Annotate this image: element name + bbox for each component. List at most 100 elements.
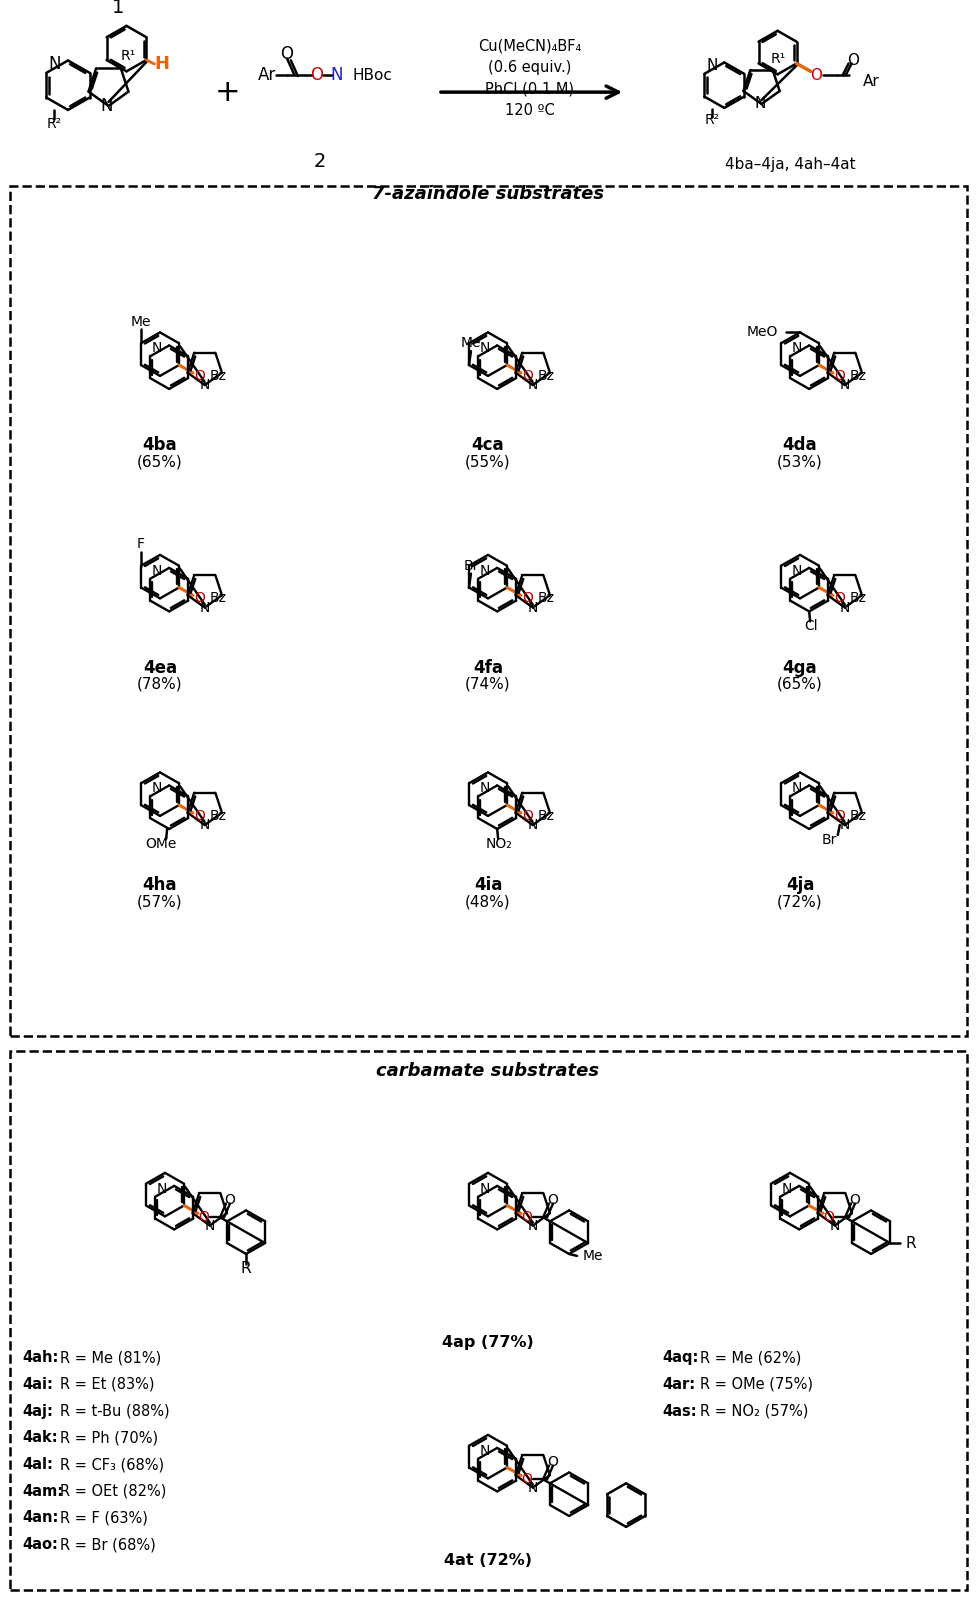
Text: N: N: [528, 818, 538, 833]
Text: Bz: Bz: [850, 809, 867, 823]
Text: O: O: [522, 1473, 532, 1486]
Text: O: O: [548, 1455, 559, 1468]
Text: O: O: [834, 591, 845, 605]
Text: Bz: Bz: [538, 591, 555, 605]
Text: O: O: [280, 45, 293, 62]
Text: O: O: [523, 809, 533, 823]
Text: 4ja: 4ja: [786, 876, 814, 893]
Text: N: N: [528, 378, 538, 392]
Text: (57%): (57%): [137, 895, 183, 909]
Text: R: R: [240, 1262, 251, 1276]
Text: (53%): (53%): [777, 455, 823, 469]
Text: N: N: [755, 96, 766, 112]
Text: 4aq:: 4aq:: [662, 1350, 699, 1366]
Text: NO₂: NO₂: [486, 837, 513, 850]
Text: R²: R²: [47, 117, 62, 131]
Text: Bz: Bz: [210, 809, 227, 823]
Text: PhCl (0.1 M): PhCl (0.1 M): [486, 82, 574, 96]
Text: 4ap (77%): 4ap (77%): [443, 1335, 533, 1350]
Text: Me: Me: [131, 314, 151, 328]
Text: N: N: [839, 378, 850, 392]
Text: 4al:: 4al:: [22, 1457, 53, 1471]
Text: N: N: [199, 600, 210, 615]
Text: N: N: [199, 378, 210, 392]
Text: 4ba–4ja, 4ah–4at: 4ba–4ja, 4ah–4at: [725, 157, 855, 171]
Text: OMe: OMe: [146, 837, 177, 850]
Text: N: N: [839, 600, 850, 615]
Text: carbamate substrates: carbamate substrates: [376, 1061, 600, 1081]
Text: N: N: [706, 58, 718, 74]
Text: R = OMe (75%): R = OMe (75%): [700, 1377, 813, 1391]
Text: R = t-Bu (88%): R = t-Bu (88%): [60, 1404, 170, 1418]
Text: R = F (63%): R = F (63%): [60, 1510, 148, 1526]
Text: N: N: [101, 98, 112, 115]
Text: Ar: Ar: [258, 66, 276, 85]
Text: 4ai:: 4ai:: [22, 1377, 53, 1391]
Text: 120 ºC: 120 ºC: [505, 104, 555, 118]
Text: 4as:: 4as:: [662, 1404, 697, 1418]
Text: O: O: [548, 1193, 559, 1207]
Bar: [10, 1052, 967, 1590]
Text: (65%): (65%): [777, 677, 823, 692]
Text: (74%): (74%): [465, 677, 511, 692]
Text: O: O: [811, 67, 823, 83]
Text: O: O: [850, 1193, 861, 1207]
Text: O: O: [225, 1193, 235, 1207]
Text: N: N: [480, 1182, 490, 1196]
Text: 4fa: 4fa: [473, 658, 503, 677]
Text: 7-azaindole substrates: 7-azaindole substrates: [372, 186, 604, 203]
Text: (0.6 equiv.): (0.6 equiv.): [488, 59, 572, 75]
Text: 4ha: 4ha: [143, 876, 177, 893]
Text: O: O: [198, 1210, 209, 1225]
Text: N: N: [839, 818, 850, 833]
Text: N: N: [151, 341, 162, 355]
Text: R²: R²: [704, 114, 720, 128]
Text: Cl: Cl: [804, 620, 818, 634]
Text: Bz: Bz: [210, 368, 227, 383]
Text: Br: Br: [463, 559, 479, 573]
Text: O: O: [834, 368, 845, 383]
Text: O: O: [522, 1210, 532, 1225]
Text: N: N: [151, 564, 162, 578]
Text: N: N: [528, 600, 538, 615]
Text: R = Et (83%): R = Et (83%): [60, 1377, 154, 1391]
Text: H: H: [154, 54, 169, 74]
Text: R: R: [905, 1236, 915, 1250]
Text: Cu(MeCN)₄BF₄: Cu(MeCN)₄BF₄: [479, 38, 581, 53]
Text: Bz: Bz: [538, 809, 555, 823]
Text: 1: 1: [112, 0, 125, 16]
Text: 4da: 4da: [783, 435, 818, 455]
Text: 4ao:: 4ao:: [22, 1537, 58, 1551]
Text: O: O: [194, 368, 205, 383]
Text: O: O: [523, 368, 533, 383]
Text: N: N: [792, 341, 802, 355]
Text: 4ga: 4ga: [783, 658, 818, 677]
Text: Me: Me: [583, 1249, 604, 1263]
Text: 2: 2: [314, 152, 326, 171]
Bar: [10, 186, 967, 1036]
Text: N: N: [157, 1182, 167, 1196]
Text: 4ea: 4ea: [143, 658, 177, 677]
Text: R = Me (62%): R = Me (62%): [700, 1350, 801, 1366]
Text: R = OEt (82%): R = OEt (82%): [60, 1484, 166, 1499]
Text: O: O: [848, 53, 860, 67]
Text: N: N: [204, 1218, 215, 1233]
Text: 4at (72%): 4at (72%): [444, 1553, 532, 1567]
Text: R = Br (68%): R = Br (68%): [60, 1537, 155, 1551]
Text: +: +: [215, 77, 240, 107]
Text: O: O: [834, 809, 845, 823]
Text: N: N: [792, 564, 802, 578]
Text: O: O: [194, 809, 205, 823]
Text: N: N: [331, 66, 343, 85]
Text: (72%): (72%): [777, 895, 823, 909]
Text: N: N: [792, 781, 802, 796]
Text: R = Me (81%): R = Me (81%): [60, 1350, 161, 1366]
Text: 4ia: 4ia: [474, 876, 502, 893]
Text: R = CF₃ (68%): R = CF₃ (68%): [60, 1457, 164, 1471]
Text: (48%): (48%): [465, 895, 511, 909]
Text: F: F: [137, 536, 145, 551]
Text: R = Ph (70%): R = Ph (70%): [60, 1430, 158, 1446]
Text: 4ak:: 4ak:: [22, 1430, 58, 1446]
Text: N: N: [151, 781, 162, 796]
Text: 4am:: 4am:: [22, 1484, 64, 1499]
